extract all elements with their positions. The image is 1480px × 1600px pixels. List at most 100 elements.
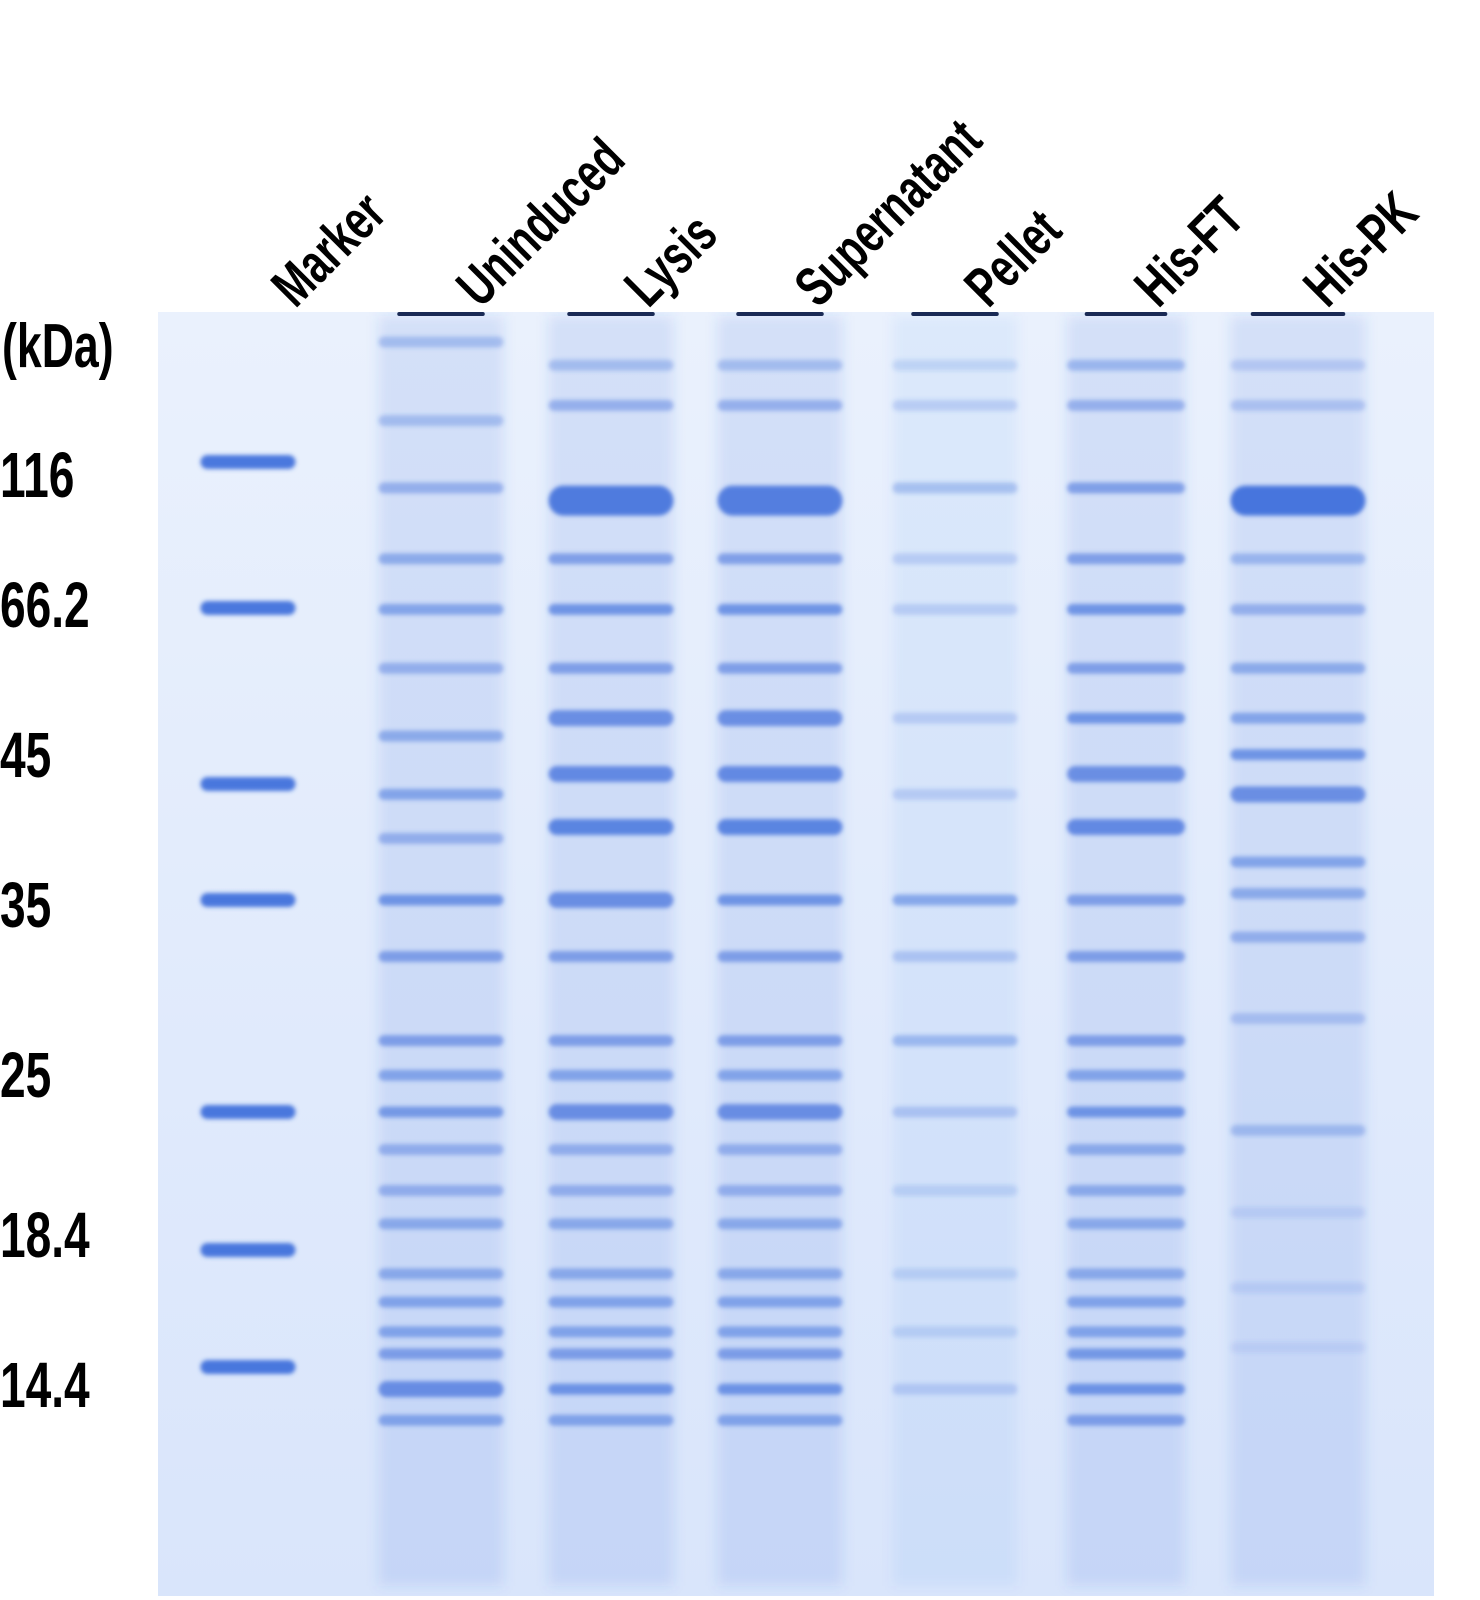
mw-label-25: 25	[0, 1039, 52, 1111]
band-uninduced-19	[378, 1326, 504, 1338]
band-lysis-7	[548, 765, 674, 782]
lane-label-marker: Marker	[259, 179, 398, 318]
marker-band-66-2	[200, 601, 296, 615]
band-supernatant-2	[717, 485, 843, 516]
band-his-ft-15	[1067, 1184, 1185, 1196]
band-uninduced-6	[378, 730, 504, 742]
band-supernatant-4	[717, 603, 843, 615]
band-pellet-10	[892, 1106, 1018, 1118]
band-lysis-16	[548, 1218, 674, 1230]
band-lysis-6	[548, 710, 674, 727]
marker-band-25	[200, 1105, 296, 1119]
band-lysis-20	[548, 1348, 674, 1360]
band-uninduced-11	[378, 1035, 504, 1047]
mw-label-18-4: 18.4	[0, 1199, 90, 1271]
band-pellet-13	[892, 1326, 1018, 1338]
band-his-pk-15	[1230, 1282, 1366, 1294]
band-his-pk-12	[1230, 1012, 1366, 1024]
band-supernatant-9	[717, 894, 843, 906]
lane-label-pellet: Pellet	[952, 197, 1073, 318]
band-uninduced-22	[378, 1414, 504, 1426]
band-lysis-5	[548, 662, 674, 674]
band-pellet-4	[892, 603, 1018, 615]
band-pellet-12	[892, 1268, 1018, 1280]
band-his-ft-13	[1067, 1106, 1185, 1118]
band-lysis-10	[548, 950, 674, 962]
band-uninduced-20	[378, 1348, 504, 1360]
band-pellet-6	[892, 788, 1018, 800]
band-his-ft-2	[1067, 482, 1185, 494]
band-his-ft-16	[1067, 1218, 1185, 1230]
band-pellet-9	[892, 1035, 1018, 1047]
band-uninduced-13	[378, 1106, 504, 1118]
band-uninduced-1	[378, 415, 504, 427]
mw-label-14-4: 14.4	[0, 1349, 90, 1421]
band-uninduced-3	[378, 553, 504, 565]
band-supernatant-6	[717, 710, 843, 727]
band-his-ft-0	[1067, 359, 1185, 371]
lane-label-lysis: Lysis	[612, 201, 729, 318]
band-uninduced-9	[378, 894, 504, 906]
band-his-ft-17	[1067, 1268, 1185, 1280]
band-uninduced-12	[378, 1069, 504, 1081]
well-his-pk	[1250, 312, 1346, 316]
band-supernatant-14	[717, 1144, 843, 1156]
well-lysis	[567, 312, 655, 316]
band-supernatant-0	[717, 359, 843, 371]
band-uninduced-16	[378, 1218, 504, 1230]
band-pellet-8	[892, 950, 1018, 962]
band-his-ft-9	[1067, 894, 1185, 906]
band-uninduced-15	[378, 1184, 504, 1196]
mw-label-116: 116	[0, 439, 75, 511]
mw-label-35: 35	[0, 869, 52, 941]
band-lysis-0	[548, 359, 674, 371]
well-pellet	[911, 312, 999, 316]
band-supernatant-20	[717, 1348, 843, 1360]
band-lysis-18	[548, 1296, 674, 1308]
band-supernatant-17	[717, 1268, 843, 1280]
band-supernatant-11	[717, 1035, 843, 1047]
mw-unit-label: (kDa)	[2, 312, 114, 381]
band-lysis-8	[548, 818, 674, 835]
band-his-ft-5	[1067, 662, 1185, 674]
band-lysis-22	[548, 1414, 674, 1426]
band-his-pk-9	[1230, 856, 1366, 868]
band-lysis-21	[548, 1383, 674, 1395]
band-supernatant-21	[717, 1383, 843, 1395]
mw-label-45: 45	[0, 719, 52, 791]
marker-band-18-4	[200, 1243, 296, 1257]
band-his-ft-6	[1067, 712, 1185, 724]
band-lysis-19	[548, 1326, 674, 1338]
lane-smear-his-pk	[1230, 316, 1366, 1586]
band-his-ft-21	[1067, 1383, 1185, 1395]
lane-label-his-ft: His-FT	[1122, 184, 1256, 318]
band-supernatant-22	[717, 1414, 843, 1426]
band-uninduced-21	[378, 1381, 504, 1398]
marker-band-116	[200, 455, 296, 469]
lane-label-uninduced: Uninduced	[444, 125, 637, 318]
band-uninduced-0	[378, 336, 504, 348]
band-his-pk-1	[1230, 399, 1366, 411]
band-his-pk-13	[1230, 1124, 1366, 1136]
band-supernatant-7	[717, 765, 843, 782]
band-his-pk-16	[1230, 1342, 1366, 1354]
band-his-ft-3	[1067, 553, 1185, 565]
band-lysis-15	[548, 1184, 674, 1196]
band-his-pk-2	[1230, 485, 1366, 516]
band-his-ft-1	[1067, 399, 1185, 411]
band-uninduced-17	[378, 1268, 504, 1280]
band-his-pk-8	[1230, 786, 1366, 803]
band-uninduced-18	[378, 1296, 504, 1308]
band-uninduced-8	[378, 832, 504, 844]
well-uninduced	[397, 312, 485, 316]
band-pellet-5	[892, 712, 1018, 724]
band-lysis-11	[548, 1035, 674, 1047]
band-his-pk-14	[1230, 1206, 1366, 1218]
band-lysis-3	[548, 553, 674, 565]
band-uninduced-7	[378, 788, 504, 800]
band-lysis-12	[548, 1069, 674, 1081]
band-pellet-7	[892, 894, 1018, 906]
band-lysis-1	[548, 399, 674, 411]
band-supernatant-12	[717, 1069, 843, 1081]
well-his-ft	[1084, 312, 1168, 316]
